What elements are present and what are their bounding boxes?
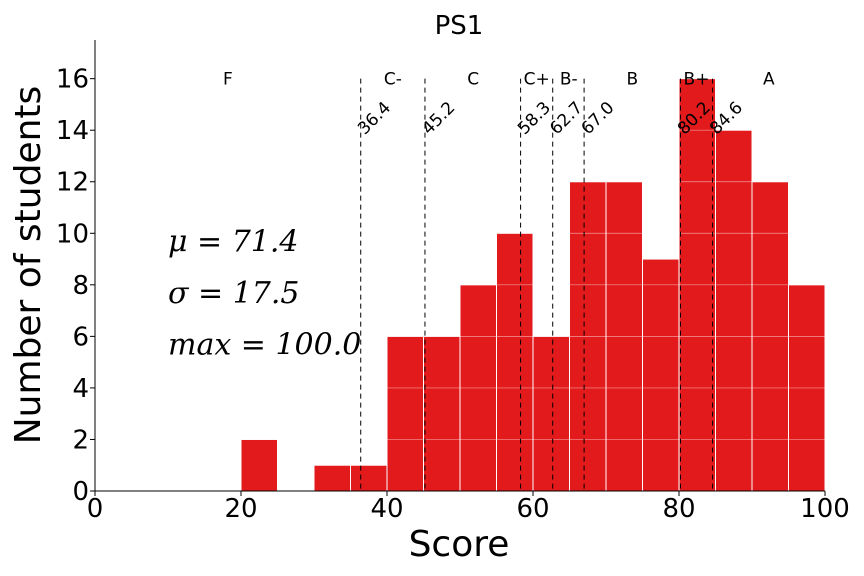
axes: 0 2 4 6 8 10 12 14 16 0 20 40 60 80 100 [56,40,850,524]
histogram-bar [532,335,570,492]
grade-label: B- [560,70,578,90]
x-tick-label: 40 [370,494,403,524]
y-tick-label: 4 [72,374,89,404]
histogram-bar [240,438,278,492]
y-tick-label: 16 [56,65,89,95]
histogram-bar [496,232,534,492]
stat-annotation: σ = 17.5 [168,276,299,311]
histogram-bar [350,464,388,492]
x-tick-label: 60 [516,494,549,524]
summary-stats: μ = 71.4 σ = 17.5 max = 100.0 [168,224,361,362]
grade-label: A [763,70,775,90]
histogram-bar [313,464,351,492]
histogram-bar [715,129,753,492]
x-tick-label: 100 [800,494,850,524]
stat-annotation: μ = 71.4 [168,224,299,259]
x-tick-label: 20 [224,494,257,524]
grade-label: C+ [524,70,550,90]
x-axis-title: Score [409,524,510,565]
histogram-bar [423,335,461,492]
histogram-bar [386,335,424,492]
y-tick-label: 0 [72,477,89,507]
y-axis-title: Number of students [8,86,49,445]
y-tick-label: 8 [72,271,89,301]
x-tick-label: 0 [87,494,104,524]
y-tick-label: 12 [56,168,89,198]
grade-label: C- [384,70,402,90]
y-tick-label: 10 [56,219,89,249]
y-tick-label: 6 [72,322,89,352]
histogram-bars [95,78,826,492]
stat-annotation: max = 100.0 [168,327,361,362]
grade-label: B+ [684,70,710,90]
chart-title: PS1 [435,11,484,41]
grade-label: B [626,70,638,90]
x-tick-label: 80 [662,494,695,524]
grade-label: F [223,70,233,90]
y-tick-label: 2 [72,425,89,455]
y-tick-label: 14 [56,116,89,146]
histogram-bar [642,258,680,492]
grade-label: C [467,70,479,90]
